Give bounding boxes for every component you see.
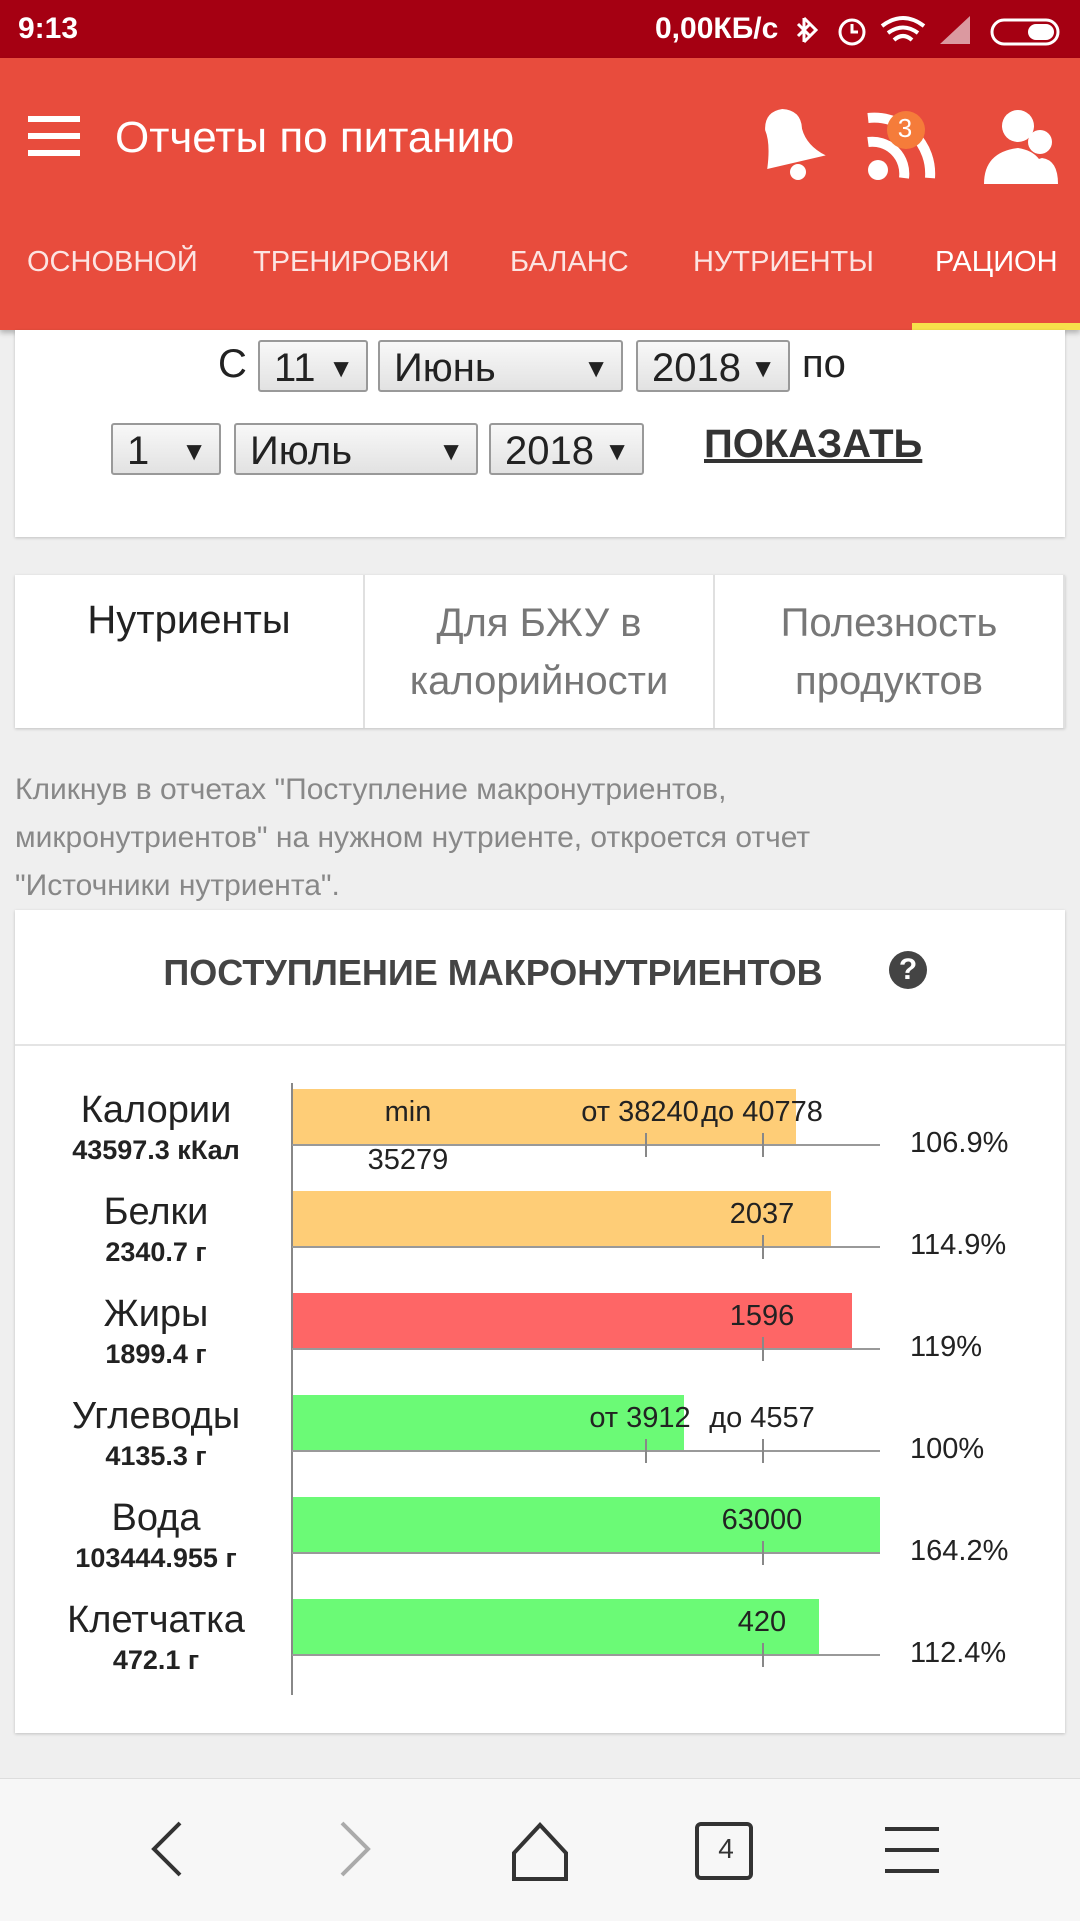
note-line: "Источники нутриента". <box>15 869 340 902</box>
tab-count: 4 <box>718 1833 734 1864</box>
status-bar: 9:13 0,00КБ/с <box>0 0 1080 58</box>
nutrient-amount: 43597.3 кКал <box>72 1135 240 1165</box>
norm-label: min <box>385 1096 432 1128</box>
month-select[interactable]: Июнь ▼ <box>378 340 623 392</box>
day-select[interactable]: 1 ▼ <box>111 423 221 475</box>
net-speed: 0,00КБ/с <box>655 12 779 45</box>
month-value: Июнь <box>394 346 496 390</box>
norm-label: от 3912 <box>589 1402 690 1434</box>
menu-button[interactable] <box>28 116 80 156</box>
bar <box>293 1599 819 1655</box>
percent: 119% <box>910 1331 982 1363</box>
norm-label: 63000 <box>722 1504 803 1536</box>
note: Кликнув в отчетах "Поступление макронутр… <box>15 766 1065 910</box>
bar <box>293 1089 796 1145</box>
tab[interactable]: БАЛАНС <box>510 246 629 278</box>
nutrient-name: Углеводы <box>72 1395 240 1437</box>
nav-icons[interactable] <box>0 1779 1080 1921</box>
page-title: Отчеты по питанию <box>115 113 515 162</box>
percent: 106.9% <box>910 1127 1008 1159</box>
nutrient-name: Клетчатка <box>67 1599 246 1641</box>
note-line: Кликнув в отчетах "Поступление макронутр… <box>15 773 727 806</box>
report-tabs: Нутриенты Для БЖУ в калорийности Полезност… <box>15 575 1065 728</box>
nutrient-name: Вода <box>112 1497 202 1539</box>
nutrient-amount: 103444.955 г <box>75 1543 236 1573</box>
norm-label: от 38240 <box>581 1096 698 1128</box>
percent: 112.4% <box>910 1637 1006 1669</box>
year-value: 2018 <box>652 346 741 390</box>
show-button[interactable]: ПОКАЗАТЬ <box>704 422 923 466</box>
notification-badge: 3 <box>897 113 913 143</box>
year-select[interactable]: 2018 ▼ <box>489 423 644 475</box>
report-tab[interactable]: Для БЖУ в калорийности <box>365 575 715 728</box>
note-line: микронутриентов" на нужном нутриенте, от… <box>15 821 811 854</box>
active-tab-indicator <box>912 323 1080 330</box>
percent: 100% <box>910 1433 984 1465</box>
nutrient-amount: 2340.7 г <box>105 1237 206 1267</box>
header-icons[interactable] <box>740 98 1060 188</box>
year-select[interactable]: 2018 ▼ <box>636 340 790 392</box>
nutrient-amount: 4135.3 г <box>105 1441 206 1471</box>
day-value: 11 <box>274 346 316 390</box>
report-tab[interactable]: Нутриенты <box>15 575 365 728</box>
year-value: 2018 <box>505 429 594 473</box>
norm-label: до 4557 <box>709 1402 815 1434</box>
nutrient-name: Жиры <box>104 1293 209 1335</box>
nutrient-amount: 472.1 г <box>113 1645 199 1675</box>
percent: 114.9% <box>910 1229 1006 1261</box>
report-card: ПОСТУПЛЕНИЕ МАКРОНУТРИЕНТОВ ? Калории 435… <box>15 910 1065 1733</box>
norm-label: 2037 <box>730 1198 795 1230</box>
report-tab[interactable]: Полезность продуктов <box>715 575 1065 728</box>
norm-label: 35279 <box>368 1144 449 1176</box>
report-title: ПОСТУПЛЕНИЕ МАКРОНУТРИЕНТОВ <box>163 952 823 993</box>
browser-nav: 4 <box>0 1778 1080 1921</box>
macro-chart: Калории 43597.3 кКал min 35279 от 38240 до 40… <box>67 1083 1008 1695</box>
time: 9:13 <box>18 12 79 45</box>
month-value: Июль <box>250 429 353 473</box>
nutrient-name: Калории <box>81 1089 232 1131</box>
bar <box>293 1293 852 1349</box>
day-select[interactable]: 11 ▼ <box>258 340 368 392</box>
app-header: Отчеты по питанию 3 ОСНОВНОЙ ТРЕНИРОВКИ БА… <box>0 58 1080 330</box>
percent: 164.2% <box>910 1535 1008 1567</box>
date-form: С 11 ▼ Июнь ▼ 2018 ▼ по 1 ▼ Июль ▼ 2018 ▼ ПОКА… <box>15 330 1065 537</box>
norm-label: 1596 <box>730 1300 795 1332</box>
nutrient-name: Белки <box>104 1191 209 1233</box>
nutrient-amount: 1899.4 г <box>105 1339 206 1369</box>
status-icons <box>796 16 1060 46</box>
norm-label: 420 <box>738 1606 786 1638</box>
from-label: С <box>218 342 247 386</box>
tab[interactable]: ОСНОВНОЙ <box>27 246 198 278</box>
to-label: по <box>802 342 846 386</box>
bar <box>293 1497 880 1553</box>
month-select[interactable]: Июль ▼ <box>234 423 478 475</box>
norm-label: до 40778 <box>701 1096 823 1128</box>
divider <box>15 1044 1065 1046</box>
bar <box>293 1191 831 1247</box>
day-value: 1 <box>127 429 150 473</box>
bar <box>293 1395 684 1451</box>
tab[interactable]: РАЦИОН <box>935 246 1058 278</box>
tab[interactable]: НУТРИЕНТЫ <box>693 246 874 278</box>
help-icon[interactable]: ? <box>889 951 927 989</box>
tab[interactable]: ТРЕНИРОВКИ <box>253 246 450 278</box>
